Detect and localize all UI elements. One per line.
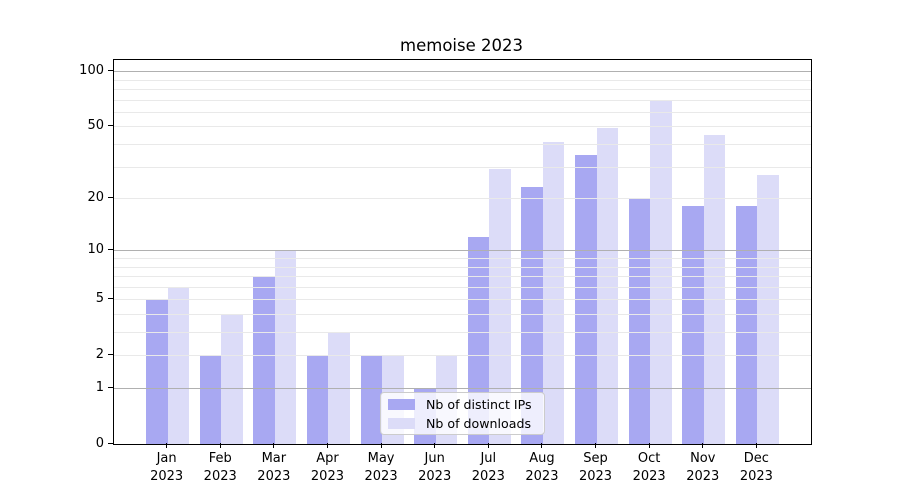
bar-downloads-jul [489, 169, 511, 444]
legend-label-distinct-ips: Nb of distinct IPs [426, 396, 532, 412]
y-tick-label: 20 [87, 189, 104, 205]
minor-gridline [114, 257, 811, 259]
bar-downloads-sep [596, 127, 618, 444]
y-tick-label: 100 [79, 62, 104, 78]
x-tick-label: Jan 2023 [150, 451, 184, 484]
y-axis-tick [108, 353, 113, 355]
bar-downloads-mar [274, 250, 297, 444]
minor-gridline [114, 266, 811, 268]
x-axis-tick [380, 443, 382, 448]
x-axis-tick [166, 443, 168, 448]
y-axis-tick [108, 69, 113, 71]
bar-ips-nov [682, 206, 704, 444]
y-tick-label: 1 [95, 379, 104, 395]
bar-ips-oct [628, 198, 651, 444]
legend: Nb of distinct IPs Nb of downloads [380, 392, 545, 435]
bar-ips-aug [521, 187, 543, 444]
bar-ips-jan [146, 299, 168, 444]
bar-downloads-oct [650, 99, 672, 444]
y-tick-label: 0 [95, 435, 104, 451]
bar-downloads-aug [542, 142, 565, 444]
minor-gridline [114, 89, 811, 90]
major-gridline [114, 71, 811, 73]
legend-label-downloads: Nb of downloads [426, 415, 532, 431]
x-axis-tick [487, 443, 489, 448]
bar-ips-mar [253, 276, 275, 444]
x-axis-tick [648, 443, 650, 448]
chart-title: memoise 2023 [400, 36, 523, 55]
bar-downloads-jan [167, 286, 190, 444]
x-tick-label: Dec 2023 [739, 451, 773, 484]
y-axis-tick [108, 196, 113, 198]
minor-gridline [114, 355, 811, 357]
x-tick-label: Feb 2023 [203, 451, 237, 484]
x-axis-tick [434, 443, 436, 448]
minor-gridline [114, 126, 811, 128]
x-axis-tick [273, 443, 275, 448]
x-tick-label: Sep 2023 [578, 451, 613, 484]
legend-swatch-downloads [388, 417, 415, 429]
x-tick-label: Nov 2023 [686, 451, 720, 484]
plot-area [113, 59, 812, 445]
y-axis-tick [108, 442, 113, 444]
minor-gridline [114, 99, 811, 101]
x-axis-tick [755, 443, 757, 448]
x-tick-label: Aug 2023 [525, 451, 559, 484]
y-axis-tick [108, 248, 113, 250]
minor-gridline [114, 332, 811, 333]
legend-swatch-distinct-ips [388, 398, 415, 410]
x-axis-tick [219, 443, 221, 448]
legend-item-distinct-ips: Nb of distinct IPs [381, 397, 544, 412]
minor-gridline [114, 198, 811, 200]
major-gridline [114, 388, 811, 389]
major-gridline [114, 250, 811, 252]
x-tick-label: Jul 2023 [471, 451, 505, 484]
y-axis-tick [108, 386, 113, 388]
minor-gridline [114, 79, 811, 81]
x-axis-tick [595, 443, 597, 448]
x-tick-label: Oct 2023 [632, 451, 666, 484]
bar-ips-feb [199, 355, 222, 444]
bar-ips-apr [307, 355, 329, 444]
minor-gridline [114, 111, 811, 113]
minor-gridline [114, 286, 811, 288]
bar-downloads-feb [221, 314, 243, 444]
bar-downloads-nov [703, 134, 726, 444]
x-tick-label: Apr 2023 [310, 451, 344, 484]
x-axis-tick [326, 443, 328, 448]
x-tick-label: May 2023 [364, 451, 398, 484]
minor-gridline [114, 313, 811, 315]
bar-ips-dec [735, 206, 758, 444]
minor-gridline [114, 299, 811, 301]
y-tick-label: 10 [87, 241, 104, 257]
y-axis-tick [108, 297, 113, 299]
y-tick-label: 5 [95, 290, 104, 306]
legend-item-downloads: Nb of downloads [381, 416, 544, 431]
bar-ips-may [360, 355, 383, 444]
x-tick-label: Jun 2023 [418, 451, 452, 484]
minor-gridline [114, 276, 811, 278]
y-axis-tick [108, 124, 113, 126]
minor-gridline [114, 144, 811, 145]
y-tick-label: 50 [87, 117, 104, 133]
bar-downloads-dec [757, 174, 779, 444]
y-tick-label: 2 [95, 346, 104, 362]
minor-gridline [114, 166, 811, 168]
x-tick-label: Mar 2023 [257, 451, 291, 484]
x-axis-tick [541, 443, 543, 448]
x-axis-tick [702, 443, 704, 448]
